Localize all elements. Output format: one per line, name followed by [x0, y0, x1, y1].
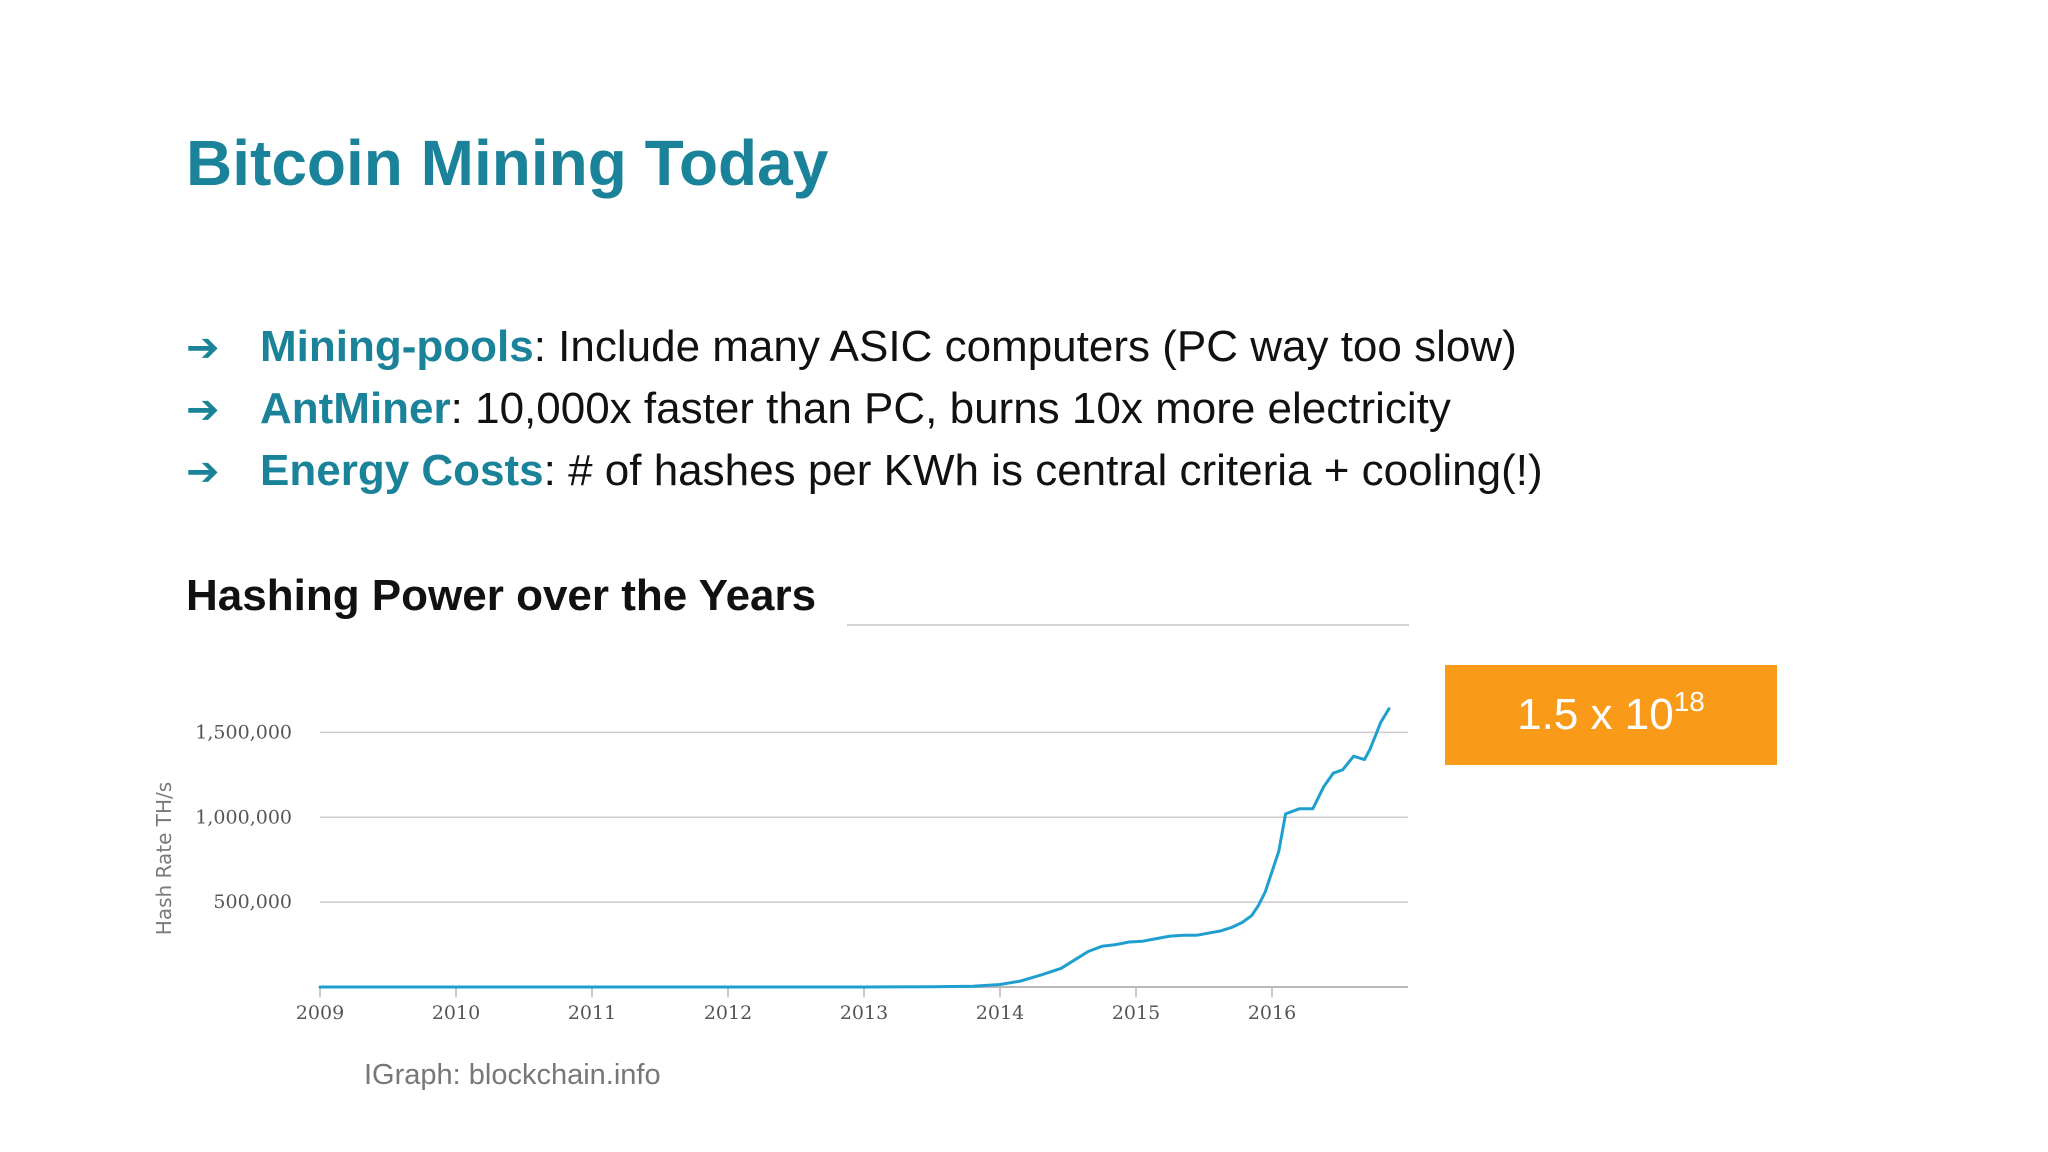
x-tick-label: 2013 — [840, 1002, 888, 1024]
x-tick-label: 2014 — [976, 1002, 1024, 1024]
x-tick-label: 2010 — [432, 1002, 480, 1024]
bullet-text: : # of hashes per KWh is central criteri… — [543, 446, 1543, 495]
hash-rate-callout: 1.5 x 1018 — [1445, 665, 1777, 765]
bullet-item: ➔ Energy Costs: # of hashes per KWh is ce… — [186, 440, 1543, 502]
y-axis-label: Hash Rate TH/s — [152, 782, 176, 935]
bullet-item: ➔ AntMiner: 10,000x faster than PC, burns… — [186, 378, 1543, 440]
y-tick-label: 1,500,000 — [195, 721, 292, 743]
x-tick-label: 2009 — [296, 1002, 344, 1024]
x-tick-label: 2012 — [704, 1002, 752, 1024]
x-tick-label: 2011 — [568, 1002, 616, 1024]
x-tick-label: 2015 — [1112, 1002, 1160, 1024]
arrow-icon: ➔ — [186, 326, 220, 370]
bullet-item: ➔ Mining-pools: Include many ASIC compute… — [186, 316, 1543, 378]
heading-divider — [847, 624, 1409, 626]
bullet-text: : 10,000x faster than PC, burns 10x more… — [450, 384, 1451, 433]
bullet-term: AntMiner — [260, 384, 451, 433]
callout-base: 1.5 x 10 — [1517, 690, 1674, 739]
hash-rate-chart: 500,000 1,000,000 1,500,000 2009 2010 2011 201… — [152, 707, 1408, 1024]
source-caption: IGraph: blockchain.info — [364, 1059, 661, 1091]
x-tick-label: 2016 — [1248, 1002, 1296, 1024]
slide-title: Bitcoin Mining Today — [186, 127, 829, 199]
bullet-text: : Include many ASIC computers (PC way to… — [533, 322, 1517, 371]
chart-heading: Hashing Power over the Years — [186, 571, 817, 620]
y-tick-label: 1,000,000 — [195, 806, 292, 828]
callout-exponent: 18 — [1673, 686, 1705, 717]
bullet-term: Mining-pools — [260, 322, 534, 371]
arrow-icon: ➔ — [186, 450, 220, 494]
hash-rate-series-line — [318, 707, 1391, 989]
y-tick-label: 500,000 — [213, 891, 292, 913]
bullet-list: ➔ Mining-pools: Include many ASIC compute… — [186, 316, 1543, 502]
bullet-term: Energy Costs — [260, 446, 544, 495]
arrow-icon: ➔ — [186, 388, 220, 432]
